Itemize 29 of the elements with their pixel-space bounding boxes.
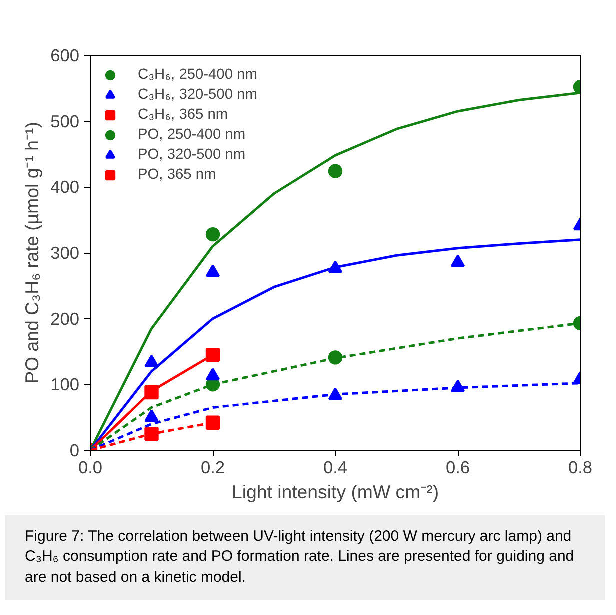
legend-label: PO, 250-400 nm xyxy=(138,127,246,143)
y-tick-label: 200 xyxy=(50,308,80,329)
legend-label: C₃H₆, 320-500 nm xyxy=(138,87,258,103)
point xyxy=(206,227,220,242)
x-tick-label: 0.8 xyxy=(568,458,593,478)
point xyxy=(328,164,343,178)
y-tick-label: 400 xyxy=(50,177,80,198)
y-tick-label: 500 xyxy=(50,111,80,132)
point xyxy=(144,354,159,368)
legend-label: C₃H₆, 365 nm xyxy=(138,107,228,123)
x-tick-label: 0.2 xyxy=(200,458,226,478)
point xyxy=(144,410,159,422)
caption: Figure 7: The correlation between UV-light intensity (200 W mercury arc lamp) and C₃H₆ consumption rate and PO formation rate. Lines are presented for guiding and are not based on a kinetic model. xyxy=(25,527,576,588)
y-tick-label: 100 xyxy=(50,374,80,395)
point xyxy=(206,264,220,278)
x-tick-label: 0.4 xyxy=(323,458,348,478)
x-axis-title: Light intensity (mW cm⁻²) xyxy=(232,482,440,502)
y-tick-label: 600 xyxy=(50,46,80,66)
y-tick-label: 300 xyxy=(50,243,80,263)
x-tick-label: 0.0 xyxy=(78,458,103,478)
y-tick-label: 0 xyxy=(70,440,80,460)
x-tick-label: 0.6 xyxy=(446,458,470,478)
point xyxy=(206,368,220,381)
point xyxy=(206,416,220,430)
legend-label: C₃H₆, 250-400 nm xyxy=(138,67,258,83)
point xyxy=(144,426,159,442)
legend-label: PO, 365 nm xyxy=(138,167,216,183)
legend-label: PO, 320-500 nm xyxy=(138,147,246,163)
y-axis-title: PO and C₃H₆ rate (µmol g⁻¹ h⁻¹) xyxy=(22,122,43,384)
